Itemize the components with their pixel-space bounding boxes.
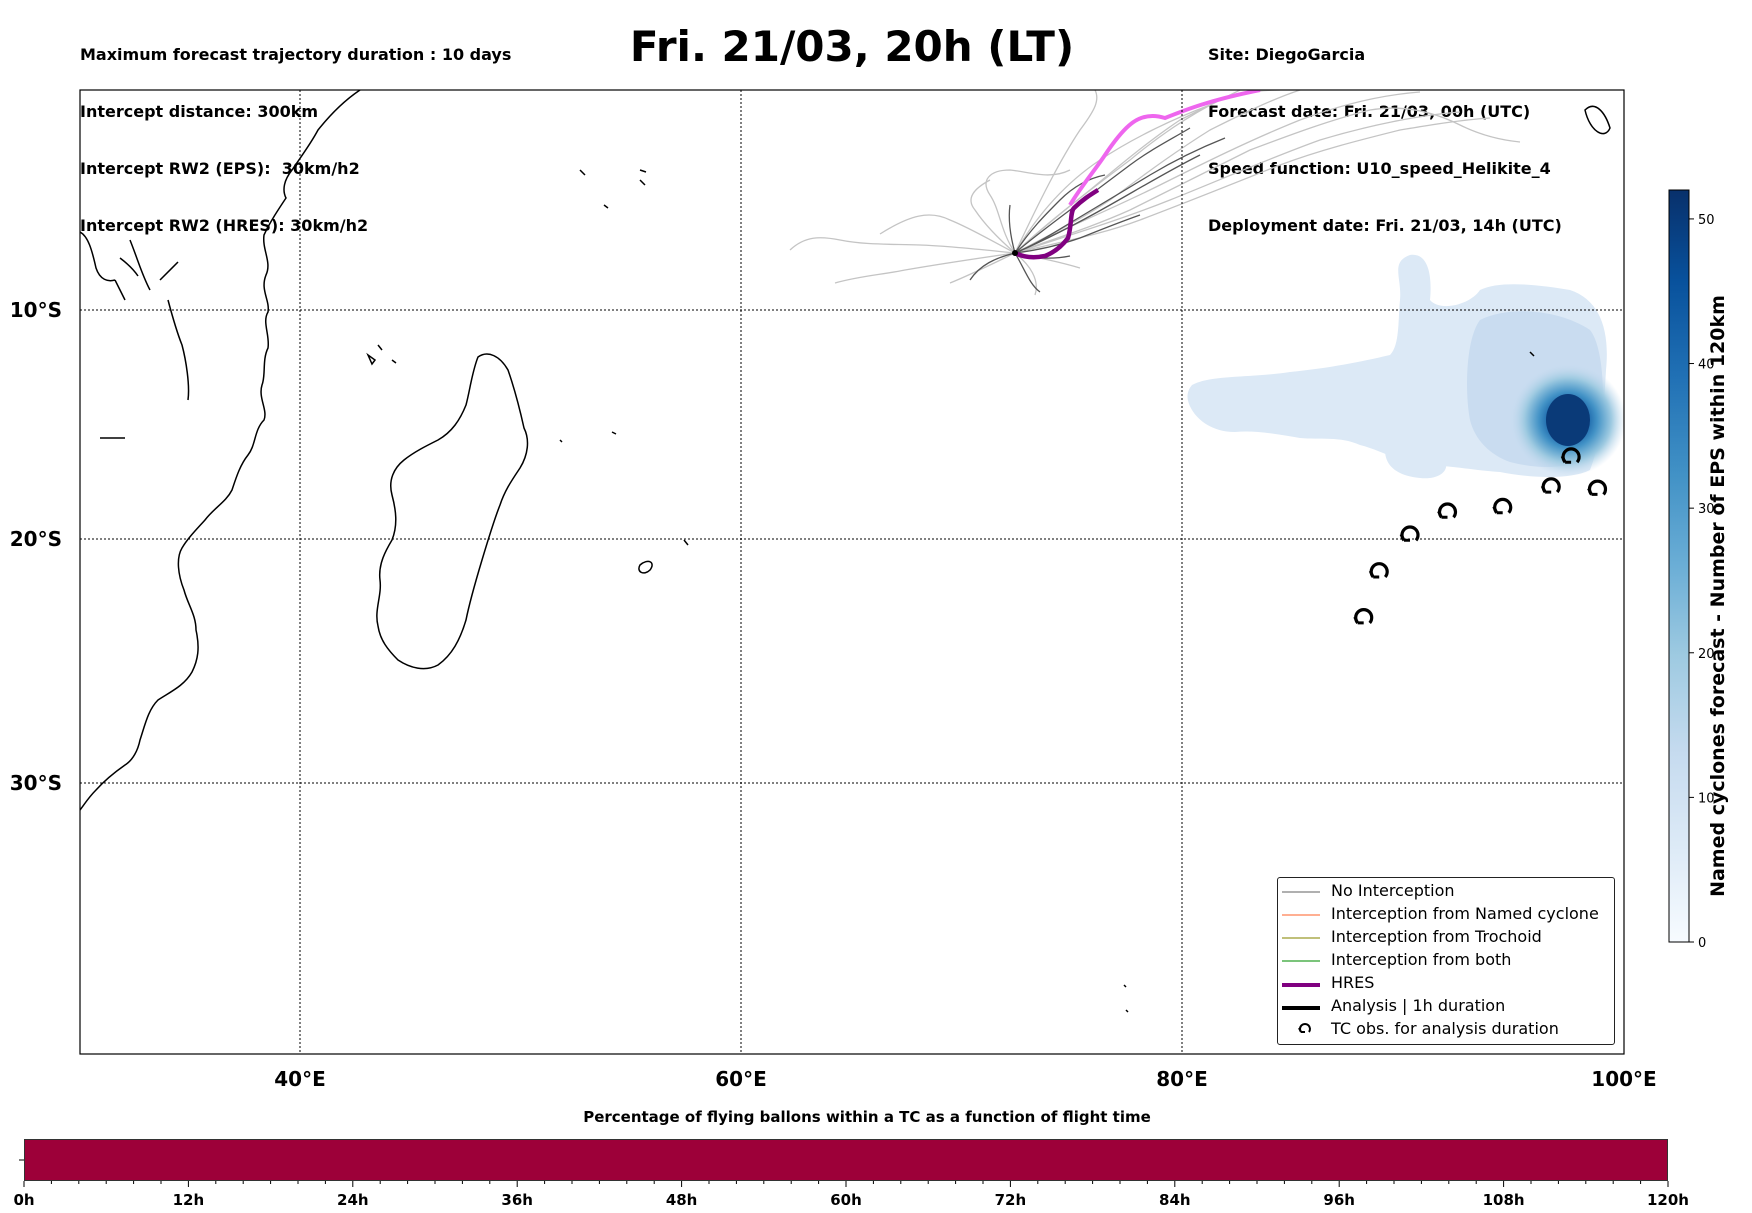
legend-line-no-interception <box>1282 891 1320 893</box>
eps-trajectories-dark <box>969 127 1226 293</box>
comoros <box>366 344 397 366</box>
legend-line-trochoid <box>1282 937 1320 939</box>
small-islands <box>559 351 1535 1013</box>
tc-observation-icon <box>1353 608 1374 625</box>
legend-item: TC obs. for analysis duration <box>1278 1018 1614 1040</box>
colorbar-tick-label: 10 <box>1698 791 1715 806</box>
colorbar-tick-label: 30 <box>1698 502 1715 517</box>
flight-time-tick-label: 120h <box>1647 1191 1689 1209</box>
flight-time-tick-label: 12h <box>173 1191 205 1209</box>
map-frame <box>79 89 1625 1055</box>
colorbar-tick-label: 0 <box>1698 936 1706 951</box>
flight-time-ticks: 0h 12h 24h 36h 48h 60h 72h 84h 96h 108h 120h <box>13 1159 1689 1209</box>
tc-observation-icon <box>1368 562 1389 579</box>
hres-future-track <box>1068 90 1261 207</box>
colorbar-tick-label: 40 <box>1698 358 1715 373</box>
header-left-info: Maximum forecast trajectory duration : 1… <box>80 7 511 254</box>
legend-item: No Interception <box>1278 880 1614 902</box>
legend-label: HRES <box>1331 973 1375 992</box>
header-right-line: Speed function: U10_speed_Helikite_4 <box>1208 159 1551 178</box>
flight-time-colorbar <box>24 1139 1668 1181</box>
map-title: Fri. 21/03, 20h (LT) <box>629 22 1075 71</box>
coastlines <box>80 90 1611 1013</box>
flight-time-tick-label: 96h <box>1323 1191 1355 1209</box>
legend: No Interception Interception from Named … <box>1277 877 1615 1045</box>
legend-line-hres <box>1282 983 1320 987</box>
colorbar-ticks: 0 10 20 30 40 50 <box>1689 213 1715 951</box>
tc-observation-icon <box>1587 479 1608 496</box>
colorbar-tick-label: 20 <box>1698 647 1715 662</box>
seychelles-islands <box>579 169 647 209</box>
flight-time-tick-label: 48h <box>666 1191 698 1209</box>
header-left-line: Intercept RW2 (HRES): 30km/h2 <box>80 216 369 235</box>
tc-observations <box>1353 447 1608 625</box>
colorbar-tick-label: 50 <box>1698 213 1715 228</box>
gridlines <box>80 90 1624 1054</box>
legend-label: No Interception <box>1331 881 1455 900</box>
sri-lanka-area <box>1584 105 1611 135</box>
flight-time-colorbar-title: Percentage of flying ballons within a TC… <box>583 1108 1151 1126</box>
madagascar-coast <box>376 353 529 670</box>
tc-observation-icon <box>1560 447 1581 464</box>
legend-item: HRES <box>1278 972 1614 994</box>
header-left-line: Intercept distance: 300km <box>80 102 319 121</box>
mascarene-islands <box>611 431 689 574</box>
lon-label: 80°E <box>1156 1067 1208 1091</box>
flight-time-tick-label: 36h <box>501 1191 533 1209</box>
legend-label: Interception from Named cyclone <box>1331 904 1599 923</box>
legend-item: Interception from both <box>1278 949 1614 971</box>
lon-label: 100°E <box>1591 1067 1656 1091</box>
lat-label: 20°S <box>10 527 62 551</box>
tc-observation-icon <box>1492 497 1513 515</box>
header-left-line: Intercept RW2 (EPS): 30km/h2 <box>80 159 360 178</box>
legend-item: Analysis | 1h duration <box>1278 995 1614 1017</box>
legend-line-both <box>1282 960 1320 962</box>
flight-time-tick-label: 108h <box>1483 1191 1525 1209</box>
flight-time-tick-label: 24h <box>337 1191 369 1209</box>
legend-item: Interception from Named cyclone <box>1278 903 1614 925</box>
lon-label: 60°E <box>715 1067 767 1091</box>
legend-label: Interception from both <box>1331 950 1512 969</box>
flight-time-tick-label: 0h <box>13 1191 34 1209</box>
lat-label: 30°S <box>10 771 62 795</box>
legend-line-named-cyclone <box>1282 914 1320 916</box>
header-left-line: Maximum forecast trajectory duration : 1… <box>80 45 512 64</box>
flight-time-tick-label: 84h <box>1159 1191 1191 1209</box>
colorbar-label: Named cyclones forecast - Number of EPS … <box>1707 295 1729 897</box>
header-right-line: Deployment date: Fri. 21/03, 14h (UTC) <box>1208 216 1562 235</box>
lon-label: 40°E <box>274 1067 326 1091</box>
eps-trajectories-light <box>789 90 1521 296</box>
density-colorbar <box>1668 189 1690 943</box>
header-right-info: Site: DiegoGarcia Forecast date: Fri. 21… <box>1208 7 1562 254</box>
africa-coast <box>80 90 361 811</box>
cyclone-icon <box>1298 1023 1311 1033</box>
legend-label: TC obs. for analysis duration <box>1331 1019 1559 1038</box>
legend-line-analysis <box>1282 1006 1320 1010</box>
header-right-line: Forecast date: Fri. 21/03, 00h (UTC) <box>1208 102 1531 121</box>
deployment-site-marker <box>1012 250 1018 256</box>
flight-time-tick-label: 60h <box>830 1191 862 1209</box>
tc-observation-icon <box>1399 525 1420 542</box>
lat-label: 10°S <box>10 298 62 322</box>
tc-observation-icon <box>1437 502 1458 519</box>
header-right-line: Site: DiegoGarcia <box>1208 45 1366 64</box>
legend-item: Interception from Trochoid <box>1278 926 1614 948</box>
density-peak <box>1546 394 1590 446</box>
africa-lakes <box>100 239 190 439</box>
flight-time-tick-label: 72h <box>995 1191 1027 1209</box>
legend-label: Interception from Trochoid <box>1331 927 1542 946</box>
hres-track <box>1013 188 1100 260</box>
legend-label: Analysis | 1h duration <box>1331 996 1506 1015</box>
tc-observation-icon <box>1540 477 1561 494</box>
